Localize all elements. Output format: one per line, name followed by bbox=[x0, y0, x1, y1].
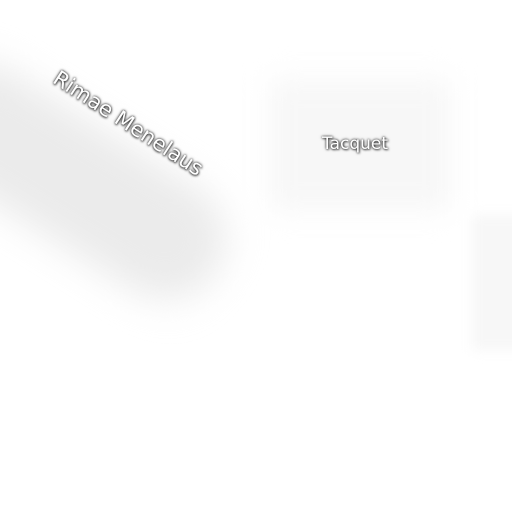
terrain-shading-band bbox=[0, 40, 248, 322]
feature-label-tacquet[interactable]: Tacquet bbox=[322, 134, 388, 154]
terrain-shading-edge bbox=[472, 215, 512, 350]
